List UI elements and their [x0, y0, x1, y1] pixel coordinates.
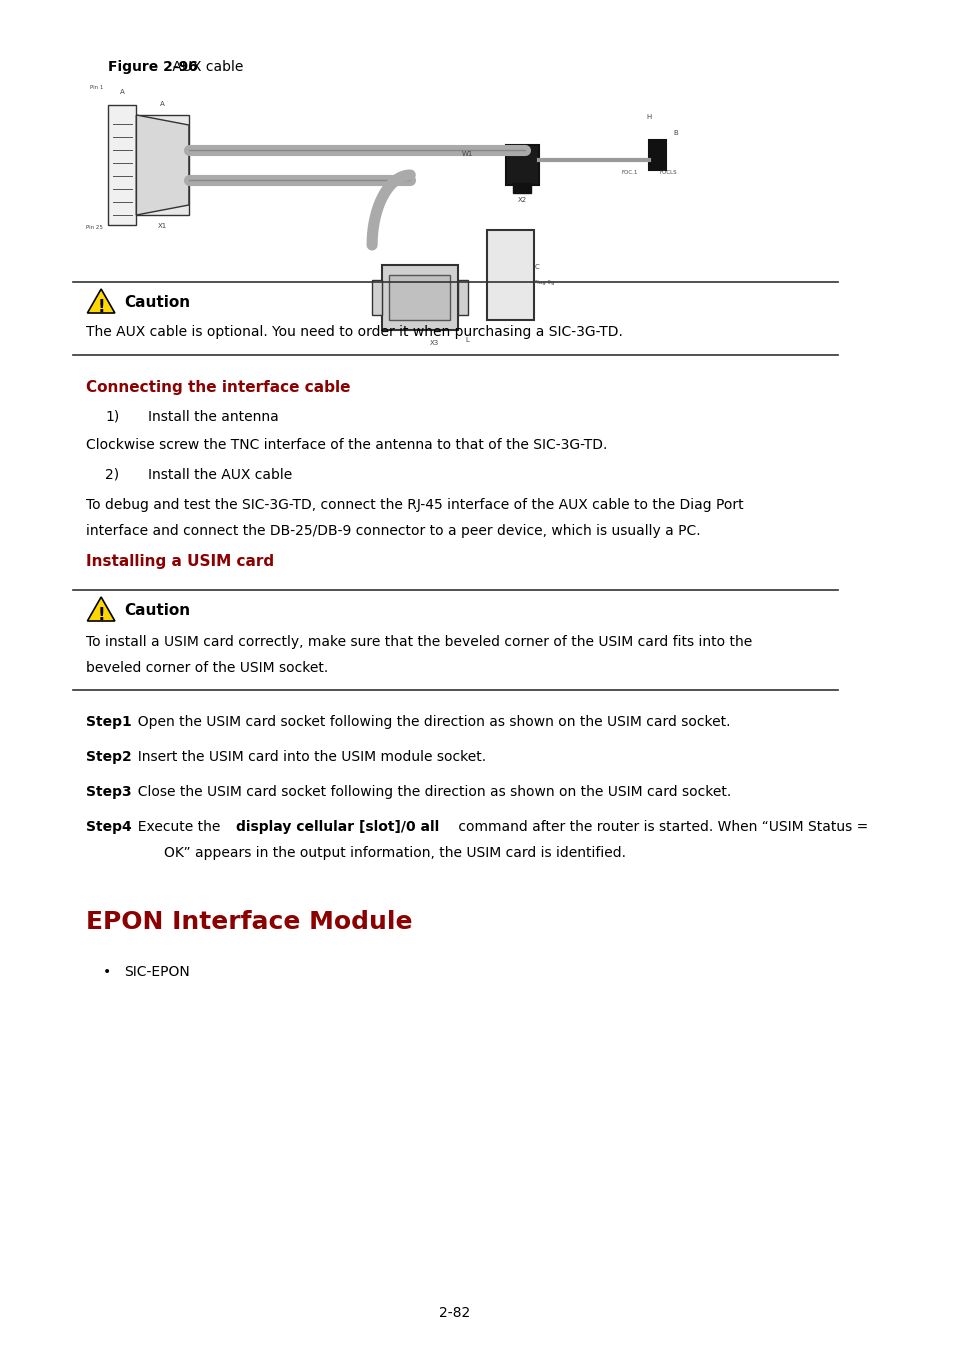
Text: Step2: Step2	[86, 751, 132, 764]
Text: command after the router is started. When “USIM Status =: command after the router is started. Whe…	[454, 819, 867, 834]
Bar	[108, 105, 136, 225]
Bar	[389, 275, 450, 320]
Bar	[136, 115, 189, 215]
Text: Pin 1: Pin 1	[90, 85, 103, 90]
Text: B: B	[673, 130, 678, 136]
Text: •: •	[103, 965, 112, 979]
Text: !: !	[97, 606, 105, 624]
Text: W1: W1	[461, 151, 473, 157]
Text: Clockwise screw the TNC interface of the antenna to that of the SIC-3G-TD.: Clockwise screw the TNC interface of the…	[86, 437, 607, 452]
Bar	[648, 140, 665, 170]
Text: H: H	[645, 113, 651, 120]
Text: A: A	[120, 89, 125, 95]
Bar	[457, 279, 467, 315]
Text: Step3: Step3	[86, 784, 132, 799]
Text: L: L	[465, 338, 469, 343]
Text: Pin 25: Pin 25	[86, 225, 103, 230]
Bar	[513, 184, 531, 193]
Text: EPON Interface Module: EPON Interface Module	[86, 910, 412, 934]
Text: Connecting the interface cable: Connecting the interface cable	[86, 379, 350, 396]
Polygon shape	[88, 289, 114, 313]
Text: Plug 9g: Plug 9g	[534, 279, 555, 285]
Text: Step1: Step1	[86, 716, 132, 729]
Text: 1): 1)	[105, 410, 119, 424]
Text: interface and connect the DB-25/DB-9 connector to a peer device, which is usuall: interface and connect the DB-25/DB-9 con…	[86, 524, 700, 539]
Text: AUX cable: AUX cable	[168, 59, 243, 74]
Bar	[381, 265, 457, 329]
Text: 2): 2)	[105, 468, 119, 482]
Text: X3: X3	[429, 340, 438, 346]
Text: Step4: Step4	[86, 819, 132, 834]
Text: Install the antenna: Install the antenna	[148, 410, 278, 424]
Text: Figure 2-96: Figure 2-96	[108, 59, 197, 74]
Text: A: A	[160, 101, 165, 107]
Text: C: C	[534, 265, 538, 270]
Text: FOC.1: FOC.1	[620, 170, 638, 176]
Text: beveled corner of the USIM socket.: beveled corner of the USIM socket.	[86, 662, 328, 675]
Text: To debug and test the SIC-3G-TD, connect the RJ-45 interface of the AUX cable to: To debug and test the SIC-3G-TD, connect…	[86, 498, 742, 512]
Bar	[486, 230, 534, 320]
Bar	[372, 279, 381, 315]
Text: X1: X1	[158, 223, 167, 230]
Text: 2-82: 2-82	[439, 1305, 470, 1320]
Text: Caution: Caution	[124, 296, 190, 310]
Text: Close the USIM card socket following the direction as shown on the USIM card soc: Close the USIM card socket following the…	[129, 784, 730, 799]
Text: Execute the: Execute the	[129, 819, 224, 834]
Text: FOCLS: FOCLS	[659, 170, 676, 176]
Text: Installing a USIM card: Installing a USIM card	[86, 554, 274, 568]
Text: The AUX cable is optional. You need to order it when purchasing a SIC-3G-TD.: The AUX cable is optional. You need to o…	[86, 325, 622, 339]
Text: Caution: Caution	[124, 603, 190, 618]
Polygon shape	[136, 115, 189, 215]
Text: To install a USIM card correctly, make sure that the beveled corner of the USIM : To install a USIM card correctly, make s…	[86, 634, 751, 649]
Text: !: !	[97, 297, 105, 316]
Text: X2: X2	[517, 197, 526, 202]
Text: Install the AUX cable: Install the AUX cable	[148, 468, 292, 482]
Text: SIC-EPON: SIC-EPON	[124, 965, 190, 979]
Text: OK” appears in the output information, the USIM card is identified.: OK” appears in the output information, t…	[129, 846, 625, 860]
Text: Insert the USIM card into the USIM module socket.: Insert the USIM card into the USIM modul…	[129, 751, 485, 764]
Bar	[505, 144, 538, 185]
Polygon shape	[88, 597, 114, 621]
Text: display cellular [slot]/0 all: display cellular [slot]/0 all	[235, 819, 438, 834]
Text: Open the USIM card socket following the direction as shown on the USIM card sock: Open the USIM card socket following the …	[129, 716, 730, 729]
